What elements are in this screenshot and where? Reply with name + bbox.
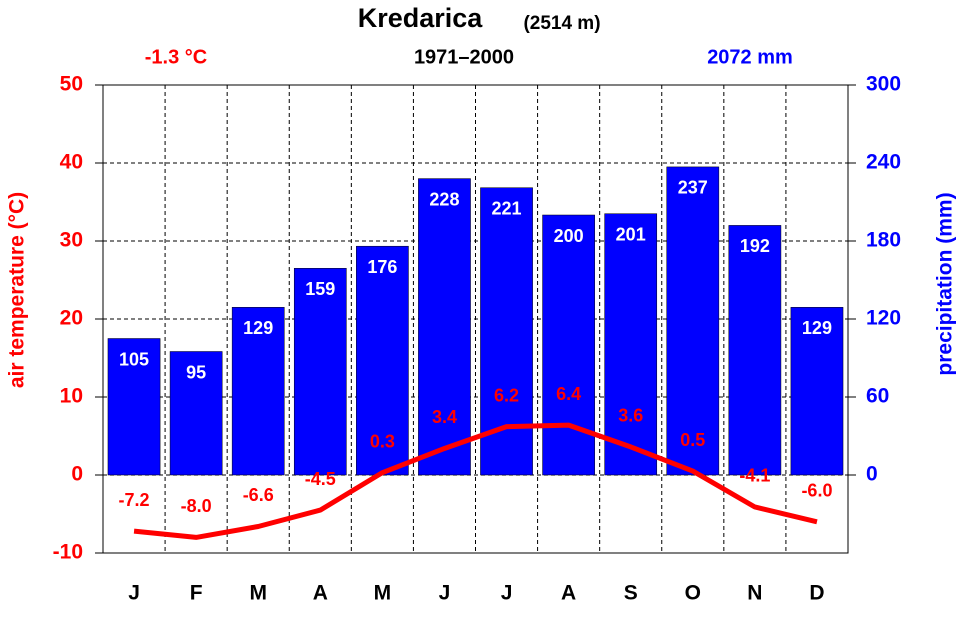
y-tick-label: 50: [60, 73, 83, 96]
precipitation-bar: [542, 214, 595, 476]
x-tick-label: A: [561, 582, 576, 605]
precipitation-bar: [790, 307, 844, 476]
precipitation-bar: [604, 213, 658, 476]
x-tick-label: A: [313, 582, 328, 605]
temperature-value-label: -4.1: [739, 466, 770, 486]
temperature-value-label: 0.5: [680, 430, 705, 450]
precipitation-bar: [293, 268, 347, 476]
bar-value-label: 192: [740, 236, 770, 256]
precipitation-bar: [666, 166, 720, 476]
temperature-value-label: 3.4: [432, 407, 457, 427]
annual-temperature: -1.3 °C: [145, 46, 207, 68]
bar-value-label: 176: [367, 257, 397, 277]
y-axis-label: air temperature (°C): [6, 192, 29, 388]
y2-tick-label: 240: [866, 151, 901, 174]
temperature-value-label: -7.2: [119, 490, 150, 510]
y-tick-label: 10: [60, 385, 83, 408]
x-tick-label: O: [685, 582, 701, 605]
bar-value-label: 228: [429, 189, 459, 209]
bar-value-label: 200: [554, 226, 584, 246]
temperature-value-label: 3.6: [618, 406, 643, 426]
temperature-value-label: -8.0: [181, 496, 212, 516]
x-tick-label: M: [249, 582, 267, 605]
temperature-line: [133, 422, 818, 540]
temperature-value-label: 6.4: [556, 384, 581, 404]
x-tick-label: J: [439, 582, 451, 605]
y2-tick-label: 120: [866, 307, 901, 330]
x-tick-label: J: [128, 582, 140, 605]
bar-value-label: 95: [186, 362, 206, 382]
x-tick-label: S: [624, 582, 638, 605]
precipitation-bar: [418, 178, 471, 476]
y2-tick-label: 300: [866, 73, 901, 96]
precipitation-bar: [231, 307, 285, 476]
y2-tick-label: 60: [866, 385, 889, 408]
annual-precipitation: 2072 mm: [707, 46, 793, 68]
y-tick-label: 40: [60, 151, 83, 174]
chart-title: Kredarica: [358, 3, 484, 33]
y2-axis-label: precipitation (mm): [934, 192, 957, 375]
y-tick-label: -10: [53, 541, 83, 564]
y2-tick-label: 0: [866, 463, 878, 486]
temperature-value-label: 6.2: [494, 385, 519, 405]
bar-value-label: 105: [119, 349, 149, 369]
precipitation-bar: [107, 338, 161, 476]
x-tick-label: N: [747, 582, 762, 605]
precipitation-bar: [728, 225, 782, 476]
x-tick-label: F: [190, 582, 203, 605]
temperature-value-label: -4.5: [305, 469, 336, 489]
precipitation-bar: [169, 351, 223, 476]
x-tick-label: J: [501, 582, 513, 605]
temperature-value-label: 0.3: [370, 431, 395, 451]
precipitation-bar: [356, 245, 409, 476]
bar-value-label: 221: [492, 198, 522, 218]
y-tick-label: 0: [71, 463, 83, 486]
bar-value-label: 129: [243, 318, 273, 338]
bar-value-label: 201: [616, 224, 646, 244]
x-tick-label: D: [809, 582, 824, 605]
temperature-value-label: -6.0: [801, 481, 832, 501]
temperature-value-label: -6.6: [243, 485, 274, 505]
y-tick-label: 30: [60, 229, 83, 252]
x-tick-label: M: [374, 582, 392, 605]
bar-value-label: 129: [802, 318, 832, 338]
period: 1971–2000: [414, 46, 514, 68]
y-tick-label: 20: [60, 307, 83, 330]
bar-value-label: 159: [305, 279, 335, 299]
bar-value-label: 237: [678, 178, 708, 198]
chart-title-note: (2514 m): [523, 13, 600, 34]
y2-tick-label: 180: [866, 229, 901, 252]
